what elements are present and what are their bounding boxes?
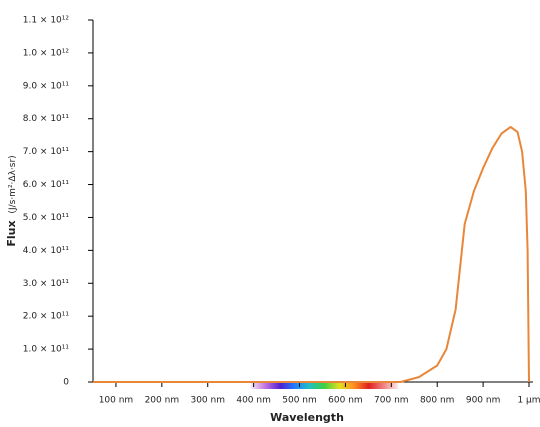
- x-tick-label: 400 nm: [236, 396, 271, 406]
- y-tick-label: 6.0 × 10¹¹: [23, 180, 70, 190]
- y-tick-label: 1.1 × 10¹²: [23, 16, 70, 26]
- data-line: [93, 126, 530, 383]
- visible-spectrum: [251, 382, 398, 389]
- x-tick-label: 600 nm: [328, 396, 363, 406]
- x-tick-label: 700 nm: [374, 396, 409, 406]
- y-tick-label: 5.0 × 10¹¹: [23, 213, 70, 223]
- y-axis-unit: (J/s·m²·Δλ·sr): [8, 155, 18, 213]
- x-tick-label: 100 nm: [99, 396, 134, 406]
- x-tick-label: 300 nm: [190, 396, 225, 406]
- x-tick-label: 900 nm: [466, 396, 501, 406]
- y-tick-label: 3.0 × 10¹¹: [23, 279, 70, 289]
- y-axis-label: Flux: [5, 220, 18, 246]
- y-tick-label: 1.0 × 10¹²: [23, 48, 70, 58]
- y-tick-label: 1.0 × 10¹¹: [23, 345, 70, 355]
- y-tick-label: 9.0 × 10¹¹: [23, 81, 70, 91]
- y-axis-title-text: Flux (J/s·m²·Δλ·sr): [5, 155, 18, 246]
- y-tick-label: 7.0 × 10¹¹: [23, 147, 70, 157]
- x-axis-label: Wavelength: [270, 411, 344, 424]
- y-tick-label: 2.0 × 10¹¹: [23, 312, 70, 322]
- y-tick-label: 0: [63, 378, 69, 388]
- y-tick-label: 4.0 × 10¹¹: [23, 246, 70, 256]
- x-tick-label: 500 nm: [282, 396, 317, 406]
- y-tick-label: 8.0 × 10¹¹: [23, 114, 70, 124]
- y-axis-title: Flux (J/s·m²·Δλ·sr): [5, 155, 18, 246]
- x-tick-label: 1 µm: [517, 396, 540, 406]
- x-tick-label: 800 nm: [420, 396, 455, 406]
- x-tick-label: 200 nm: [145, 396, 180, 406]
